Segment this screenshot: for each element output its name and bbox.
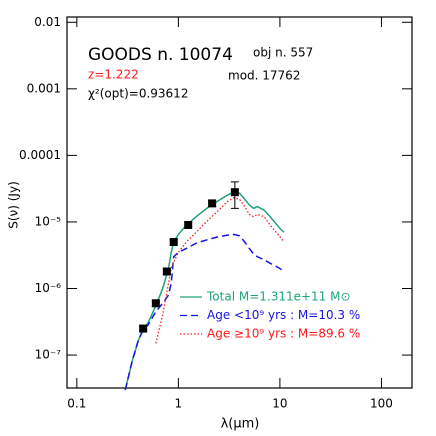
data-point xyxy=(151,299,160,308)
data-point xyxy=(184,220,193,229)
data-point xyxy=(169,237,178,246)
data-point xyxy=(139,324,148,333)
annotation: χ²(opt)=0.93612 xyxy=(88,87,188,101)
y-tick-label: 10⁻⁶ xyxy=(35,281,62,295)
x-tick-label: 10 xyxy=(272,397,287,411)
x-axis-label: λ(μm) xyxy=(221,417,260,432)
x-tick-label: 0.1 xyxy=(67,397,86,411)
model-curve xyxy=(155,197,285,344)
x-tick-label: 1 xyxy=(175,397,183,411)
data-point xyxy=(208,199,217,208)
y-axis-label: S(ν) (Jy) xyxy=(7,181,21,229)
y-tick-label: 0.01 xyxy=(34,15,61,29)
data-point xyxy=(162,267,171,276)
x-tick-label: 100 xyxy=(370,397,393,411)
y-tick-label: 10⁻⁷ xyxy=(35,348,62,362)
legend-label: Total M=1.311e+11 M⊙ xyxy=(206,290,351,304)
plot-frame xyxy=(66,16,413,389)
annotation: z=1.222 xyxy=(88,68,139,82)
annotation: obj n. 557 xyxy=(253,46,313,60)
y-tick-label: 0.001 xyxy=(27,81,61,95)
model-curve xyxy=(124,191,285,391)
y-tick-label: 10⁻⁵ xyxy=(35,214,62,228)
annotation: mod. 17762 xyxy=(228,69,300,83)
y-tick-label: 0.0001 xyxy=(19,148,61,162)
model-curve xyxy=(124,233,285,391)
legend-label: Age <10⁹ yrs : M=10.3 % xyxy=(207,308,360,322)
legend-label: Age ≥10⁹ yrs : M=89.6 % xyxy=(207,327,360,341)
data-point xyxy=(230,188,239,197)
annotation: GOODS n. 10074 xyxy=(88,45,233,65)
